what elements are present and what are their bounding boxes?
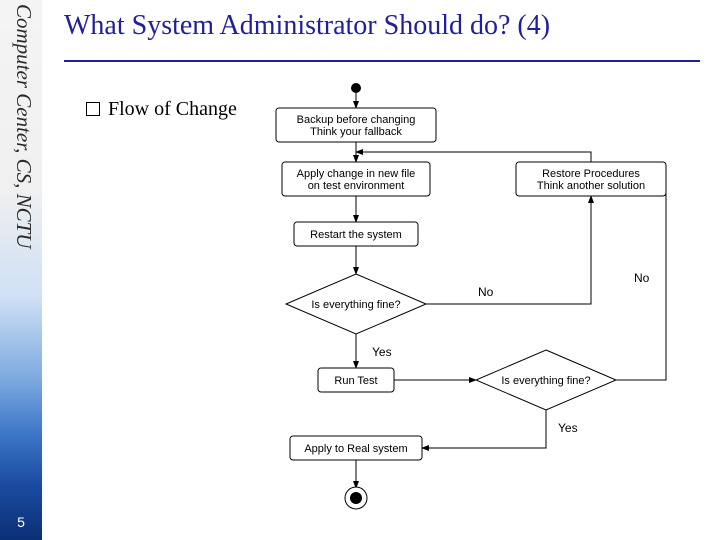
svg-text:No: No xyxy=(478,285,494,299)
svg-text:Apply change in new file: Apply change in new file xyxy=(297,168,416,180)
svg-text:on test environment: on test environment xyxy=(308,180,405,192)
page-number: 5 xyxy=(0,514,42,530)
bullet-text: Flow of Change xyxy=(108,98,237,120)
page-title: What System Administrator Should do? (4) xyxy=(64,10,550,42)
square-bullet-icon xyxy=(86,102,100,116)
sidebar-label: Computer Center, CS, NCTU xyxy=(11,4,36,248)
svg-text:Backup before changing: Backup before changing xyxy=(297,114,416,126)
svg-text:Yes: Yes xyxy=(372,345,392,359)
svg-text:Think another solution: Think another solution xyxy=(537,180,645,192)
title-underline xyxy=(64,60,700,62)
svg-text:No: No xyxy=(634,271,650,285)
svg-text:Yes: Yes xyxy=(558,421,578,435)
svg-text:Apply to Real system: Apply to Real system xyxy=(304,443,407,455)
svg-text:Is everything fine?: Is everything fine? xyxy=(501,375,590,387)
svg-text:Restart the system: Restart the system xyxy=(310,229,402,241)
flowchart: Backup before changingThink your fallbac… xyxy=(246,80,716,534)
svg-text:Think your fallback: Think your fallback xyxy=(310,126,402,138)
sidebar: Computer Center, CS, NCTU 5 xyxy=(0,0,42,540)
svg-text:Restore Procedures: Restore Procedures xyxy=(542,168,640,180)
bullet-line: Flow of Change xyxy=(86,98,237,121)
svg-text:Is everything fine?: Is everything fine? xyxy=(311,299,400,311)
svg-text:Run Test: Run Test xyxy=(334,375,377,387)
